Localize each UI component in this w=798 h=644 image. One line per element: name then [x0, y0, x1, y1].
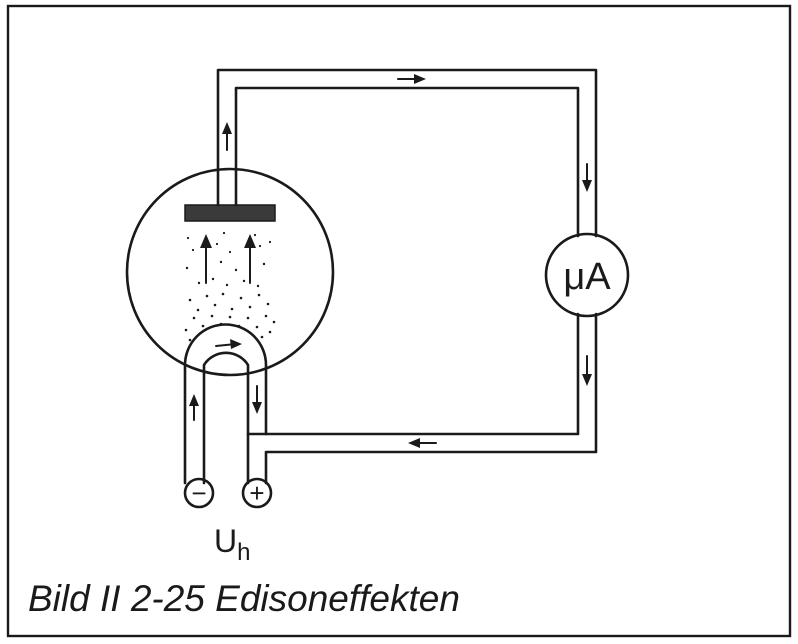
heater-voltage-symbol: U: [214, 523, 237, 559]
minus-terminal-label: −: [191, 478, 206, 508]
meter-label: μA: [563, 256, 611, 298]
heater-voltage-subscript: h: [237, 539, 250, 566]
minus-terminal: −: [183, 477, 215, 509]
plus-terminal-label: +: [249, 478, 264, 508]
electron-flow-arrows: [200, 234, 256, 284]
microammeter: [544, 232, 630, 318]
figure-caption: Bild II 2-25 Edisoneffekten: [28, 578, 460, 619]
heater-filament: [183, 323, 268, 485]
plus-terminal: +: [241, 477, 273, 509]
electron-cloud: [184, 231, 276, 342]
anode-plate: [184, 204, 276, 222]
heater-voltage-label: Uh: [214, 523, 250, 566]
tube-envelope: [125, 167, 335, 377]
figure-frame: [6, 4, 792, 638]
current-arrows: [189, 74, 592, 448]
circuit-wire-top: [216, 68, 598, 238]
circuit-wire-bottom: [246, 312, 598, 485]
